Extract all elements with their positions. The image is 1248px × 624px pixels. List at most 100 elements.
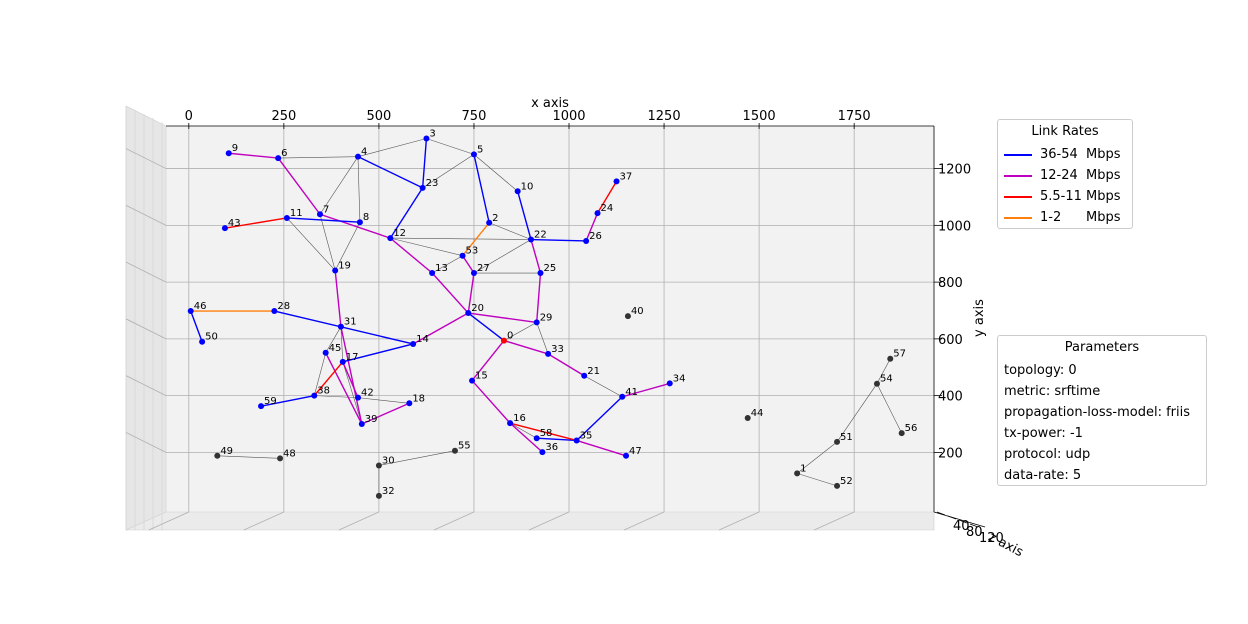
axes: 0 250 500 750 1000 1250 1500 175020040060080010… bbox=[166, 109, 1004, 546]
link-36-54 bbox=[342, 343, 414, 363]
node-label: 21 bbox=[587, 366, 600, 377]
node-label: 38 bbox=[317, 386, 330, 397]
legend-entry: 36-54 Mbps bbox=[1004, 144, 1126, 165]
node-label: 41 bbox=[625, 387, 638, 398]
link-36-54 bbox=[260, 394, 315, 407]
y-side-gridline bbox=[125, 148, 167, 169]
link-12-24 bbox=[431, 272, 469, 314]
link-12-24 bbox=[467, 272, 475, 314]
parameter-line: data-rate: 5 bbox=[1004, 468, 1082, 483]
link-36-54 bbox=[517, 191, 532, 240]
x-floor-gridline bbox=[718, 511, 760, 531]
link-unrated bbox=[342, 361, 363, 425]
parameters-box: Parameters topology: 0 metric: srftime pro… bbox=[997, 335, 1207, 486]
node-marker bbox=[537, 270, 544, 277]
link-12-24 bbox=[461, 255, 475, 274]
node-marker bbox=[187, 308, 194, 315]
node-label: 34 bbox=[673, 373, 686, 384]
node-marker bbox=[533, 435, 540, 442]
node-marker bbox=[486, 219, 493, 226]
node-marker bbox=[387, 235, 394, 242]
node-marker bbox=[356, 219, 363, 226]
x-tick-label: 750 bbox=[462, 109, 487, 124]
node-label: 47 bbox=[629, 446, 642, 457]
link-unrated bbox=[503, 322, 537, 341]
legend-label: 1-2 Mbps bbox=[1040, 210, 1121, 225]
node-label: 30 bbox=[382, 455, 395, 466]
node-marker bbox=[465, 310, 472, 317]
legend-entries: 36-54 Mbps 12-24 Mbps 5.5-11 Mbps 1-2 Mbps bbox=[1004, 144, 1126, 228]
node-label: 50 bbox=[205, 332, 218, 343]
parameter-line: propagation-loss-model: friis bbox=[1004, 405, 1191, 420]
x-tick-label: 250 bbox=[271, 109, 296, 124]
z-tick bbox=[936, 511, 946, 516]
link-unrated bbox=[796, 441, 838, 474]
node-label: 15 bbox=[475, 371, 488, 382]
node-marker bbox=[898, 430, 905, 437]
x-tick-label: 0 bbox=[185, 109, 193, 124]
node-label: 51 bbox=[840, 432, 853, 443]
link-unrated bbox=[357, 138, 427, 157]
node-marker bbox=[429, 270, 436, 277]
node-marker bbox=[539, 449, 546, 456]
node-label: 39 bbox=[365, 414, 378, 425]
link-12-24 bbox=[325, 352, 363, 425]
node-label: 44 bbox=[751, 408, 764, 419]
link-unrated bbox=[278, 156, 359, 159]
node-label: 18 bbox=[412, 393, 425, 404]
node-label: 13 bbox=[435, 263, 448, 274]
link-unrated bbox=[390, 237, 531, 240]
node-marker bbox=[199, 338, 206, 345]
node-marker bbox=[834, 438, 841, 445]
legend-title: Link Rates bbox=[1031, 124, 1099, 139]
node-label: 10 bbox=[521, 181, 534, 192]
node-marker bbox=[470, 270, 477, 277]
node-label: 31 bbox=[344, 317, 357, 328]
node-marker bbox=[470, 151, 477, 158]
node-label: 49 bbox=[220, 446, 233, 457]
x-floor-gridline bbox=[623, 511, 665, 531]
parameters-title: Parameters bbox=[1064, 340, 1140, 355]
node-marker bbox=[744, 415, 751, 422]
x-tick-label: 1000 bbox=[552, 109, 585, 124]
node-marker bbox=[316, 211, 323, 218]
node-marker bbox=[375, 492, 382, 499]
node-label: 45 bbox=[329, 343, 342, 354]
link-unrated bbox=[489, 222, 532, 240]
node-label: 26 bbox=[589, 231, 602, 242]
node-label: 32 bbox=[382, 486, 395, 497]
x-floor-gridline bbox=[433, 511, 475, 531]
legend-swatch bbox=[1004, 153, 1032, 156]
node-marker bbox=[794, 470, 801, 477]
node-label: 1 bbox=[800, 463, 806, 474]
node-marker bbox=[873, 380, 880, 387]
node-label: 54 bbox=[880, 374, 893, 385]
link-unrated bbox=[584, 375, 623, 398]
link-unrated bbox=[422, 154, 475, 189]
y-side-gridline bbox=[125, 204, 167, 226]
link-unrated bbox=[797, 473, 838, 487]
node-label: 43 bbox=[228, 218, 241, 229]
floor-pane bbox=[125, 511, 935, 531]
parameter-line: metric: srftime bbox=[1004, 384, 1101, 399]
node-marker bbox=[545, 350, 552, 357]
parameters-list: topology: 0 metric: srftime propagation-lo… bbox=[1004, 360, 1200, 486]
y-tick-label: 600 bbox=[938, 333, 963, 348]
link-12-24 bbox=[471, 340, 505, 382]
node-label: 27 bbox=[477, 263, 490, 274]
node-label: 22 bbox=[534, 230, 547, 241]
node-label: 19 bbox=[338, 260, 351, 271]
node-label: 9 bbox=[232, 143, 238, 154]
y-tick-label: 800 bbox=[938, 276, 963, 291]
node-label: 6 bbox=[281, 148, 287, 159]
link-12-24 bbox=[503, 339, 549, 355]
node-label: 24 bbox=[601, 203, 614, 214]
x-tick-label: 1250 bbox=[648, 109, 681, 124]
y-tick-label: 1200 bbox=[938, 163, 971, 178]
link-unrated bbox=[473, 154, 518, 192]
node-marker bbox=[887, 355, 894, 362]
node-marker bbox=[332, 267, 339, 274]
parameter-line: protocol: udp bbox=[1004, 447, 1091, 462]
